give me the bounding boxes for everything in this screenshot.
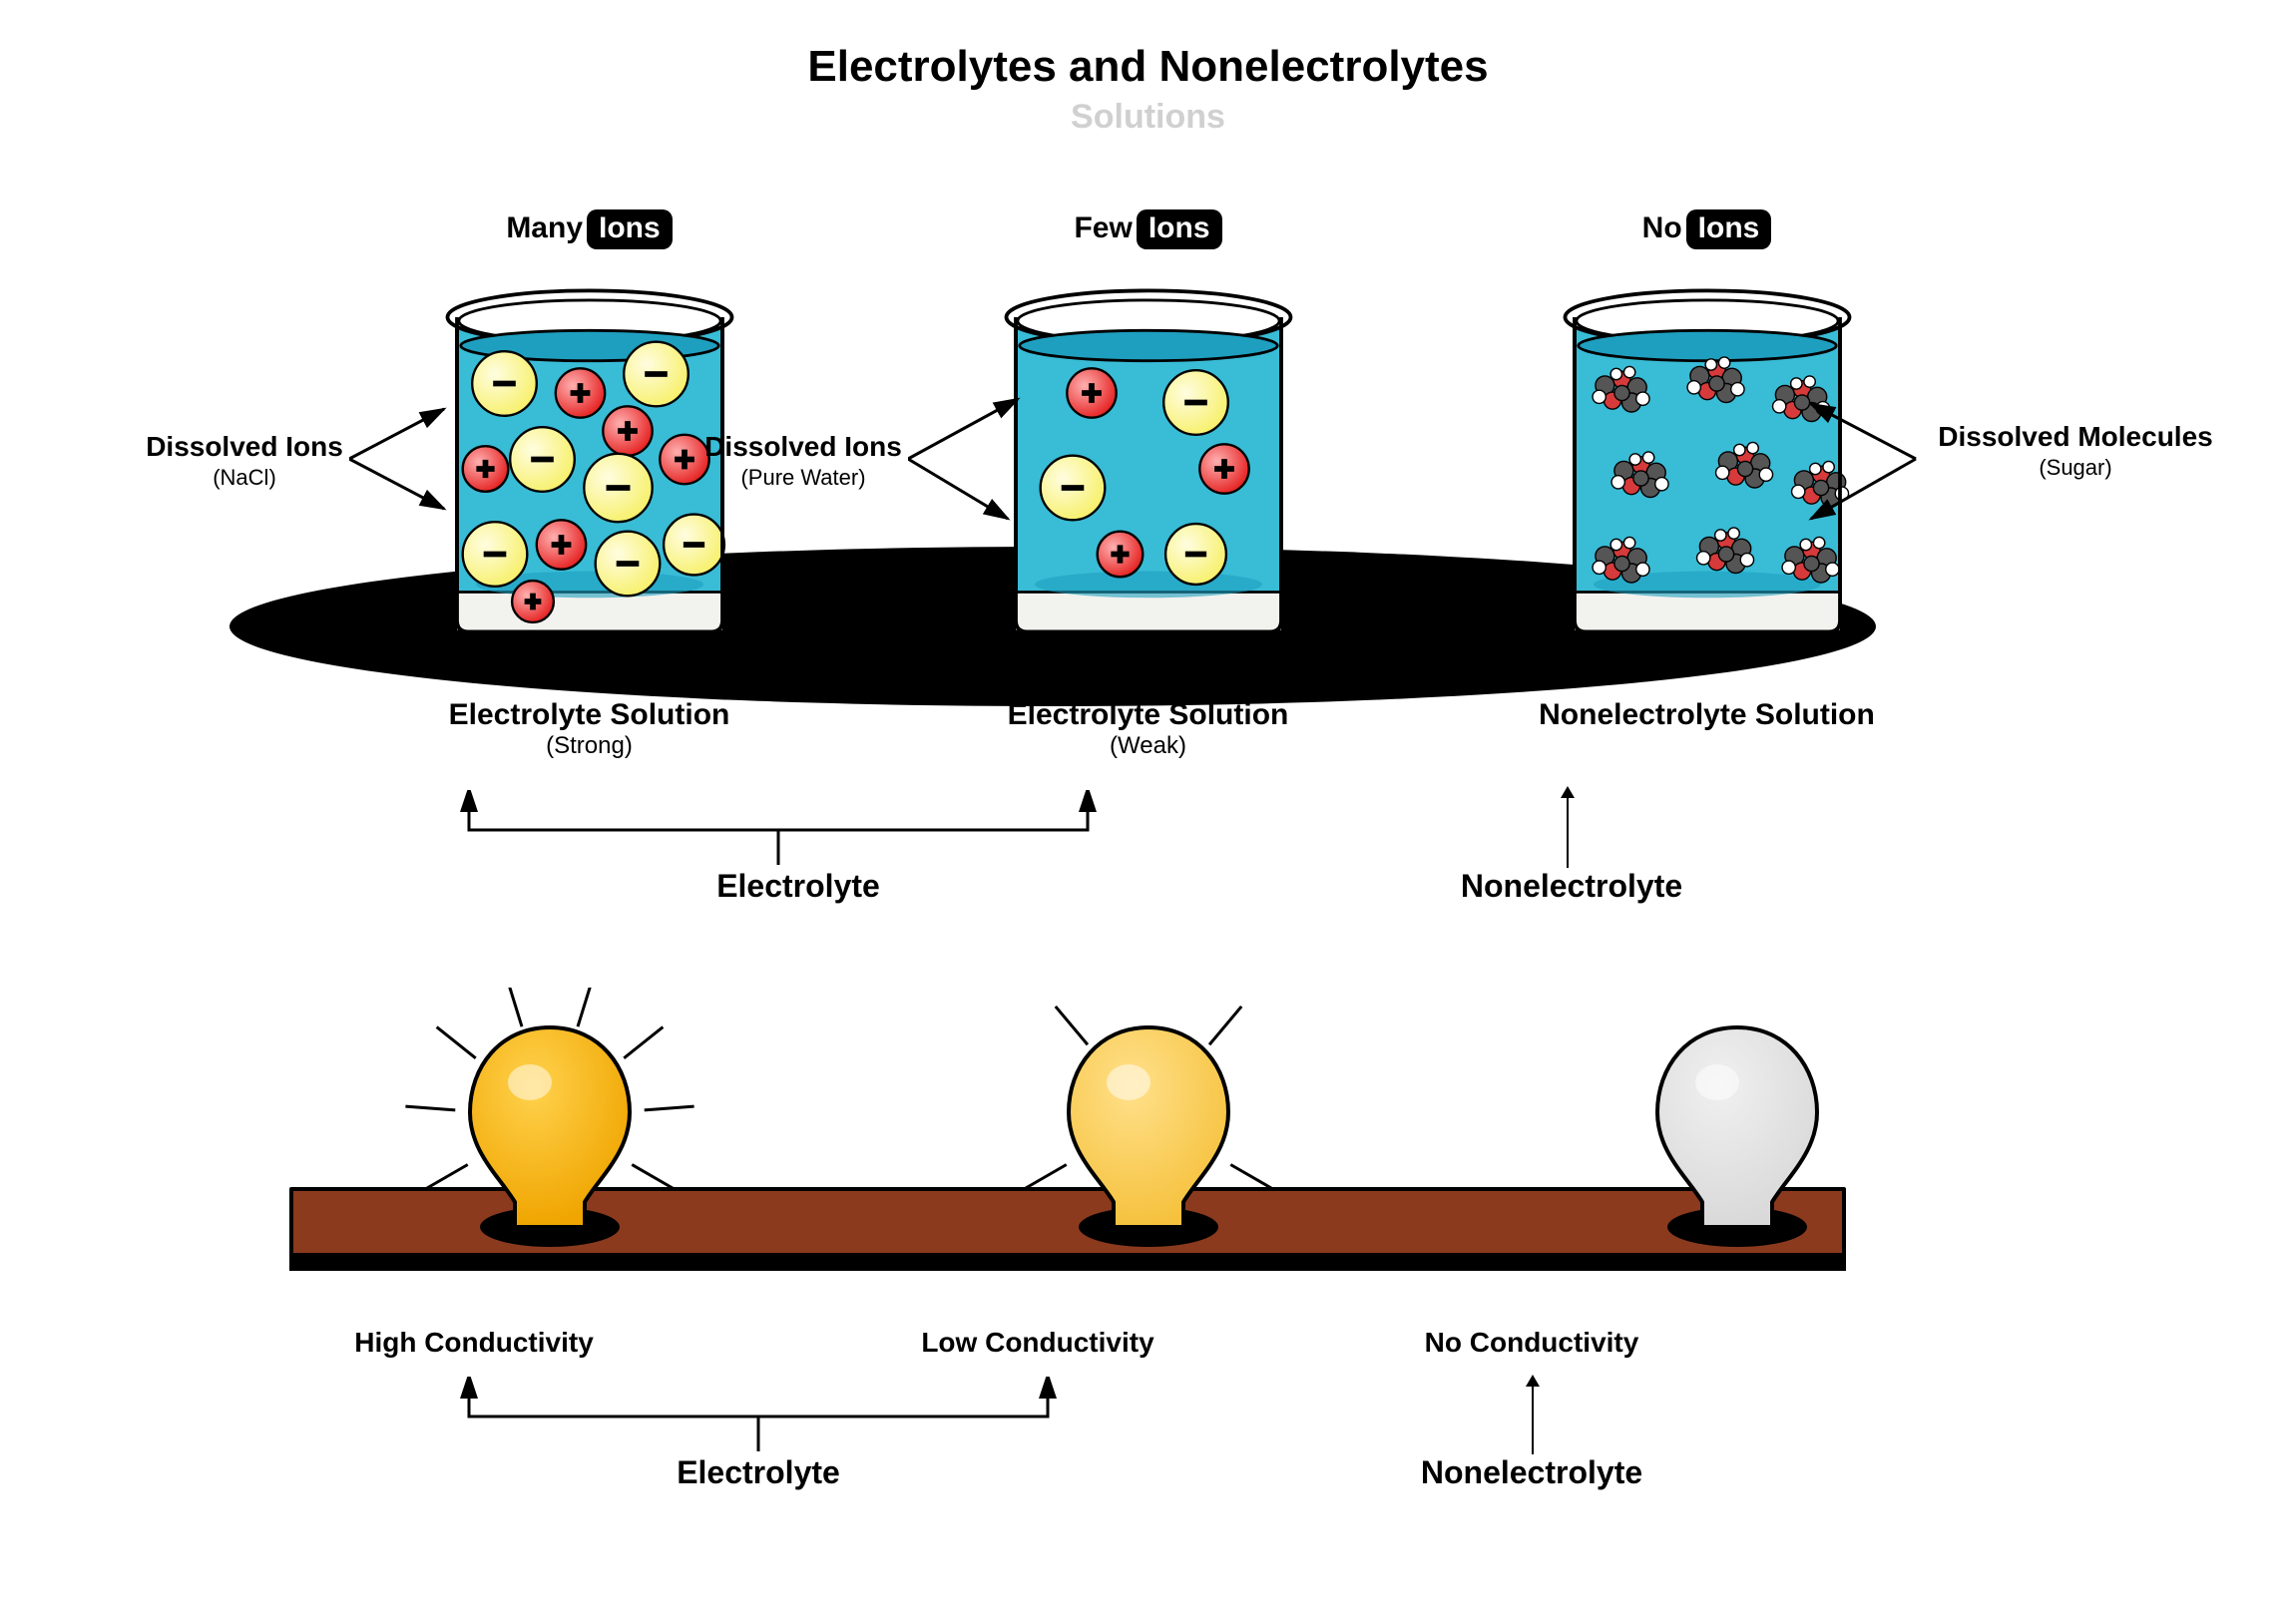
bulb-svg xyxy=(1588,988,1887,1287)
arrow-nonelectrolyte-beaker xyxy=(1567,788,1569,868)
badge-many-ions: ManyIons xyxy=(310,209,869,249)
solution-label-weak: Electrolyte Solution (Weak) xyxy=(1008,698,1289,760)
badge-pre: No xyxy=(1642,211,1682,244)
beaker-row: Electrolyte Solution (Strong) Electrolyt… xyxy=(0,279,2296,760)
cond-high: High Conductivity xyxy=(344,1327,604,1359)
side-label-sub: (Pure Water) xyxy=(689,464,918,492)
sol-l1: Nonelectrolyte Solution xyxy=(1539,698,1875,732)
bulb-none xyxy=(1458,988,2017,1287)
subtitle: Solutions xyxy=(0,98,2296,137)
sol-l1: Electrolyte Solution xyxy=(1008,698,1289,732)
bulb-svg xyxy=(400,988,699,1287)
side-label-text: Dissolved Ions xyxy=(704,431,902,462)
bracket-electrolyte-beaker xyxy=(429,790,1128,870)
side-label-text: Dissolved Molecules xyxy=(1938,421,2212,452)
side-label-sugar: Dissolved Molecules (Sugar) xyxy=(1916,419,2235,482)
badge-pre: Few xyxy=(1074,211,1132,244)
badge-pre: Many xyxy=(506,211,583,244)
badge-pill: Ions xyxy=(1686,209,1772,249)
category-electrolyte-bulb: Electrolyte xyxy=(659,1454,858,1491)
pointer-water xyxy=(908,389,1038,549)
category-electrolyte-beaker: Electrolyte xyxy=(698,868,898,905)
cond-low: Low Conductivity xyxy=(908,1327,1167,1359)
bulb-high xyxy=(270,988,829,1287)
bulb-svg xyxy=(999,988,1298,1287)
side-label-sub: (NaCl) xyxy=(130,464,359,492)
side-label-water: Dissolved Ions (Pure Water) xyxy=(689,429,918,492)
badge-few-ions: FewIons xyxy=(869,209,1428,249)
side-label-sub: (Sugar) xyxy=(1916,454,2235,482)
pointer-nacl xyxy=(349,399,469,539)
title-block: Electrolytes and Nonelectrolytes Solutio… xyxy=(0,0,2296,137)
sol-l1: Electrolyte Solution xyxy=(449,698,730,732)
category-nonelectrolyte-beaker: Nonelectrolyte xyxy=(1452,868,1691,905)
side-label-text: Dissolved Ions xyxy=(146,431,343,462)
cond-none: No Conductivity xyxy=(1402,1327,1661,1359)
pointer-sugar xyxy=(1796,389,1926,549)
sol-l2: (Strong) xyxy=(449,732,730,760)
sol-l2: (Weak) xyxy=(1008,732,1289,760)
badge-pill: Ions xyxy=(1137,209,1222,249)
category-nonelectrolyte-bulb: Nonelectrolyte xyxy=(1412,1454,1651,1491)
solution-label-none: Nonelectrolyte Solution xyxy=(1539,698,1875,732)
side-label-nacl: Dissolved Ions (NaCl) xyxy=(130,429,359,492)
badge-no-ions: NoIons xyxy=(1428,209,1987,249)
main-title: Electrolytes and Nonelectrolytes xyxy=(0,42,2296,92)
solution-label-strong: Electrolyte Solution (Strong) xyxy=(449,698,730,760)
bulb-row xyxy=(0,988,2296,1287)
badge-row: ManyIons FewIons NoIons xyxy=(0,209,2296,249)
bulb-low xyxy=(869,988,1428,1287)
arrow-nonelectrolyte-bulb xyxy=(1532,1377,1534,1454)
badge-pill: Ions xyxy=(587,209,673,249)
bracket-electrolyte-bulb xyxy=(429,1377,1088,1456)
